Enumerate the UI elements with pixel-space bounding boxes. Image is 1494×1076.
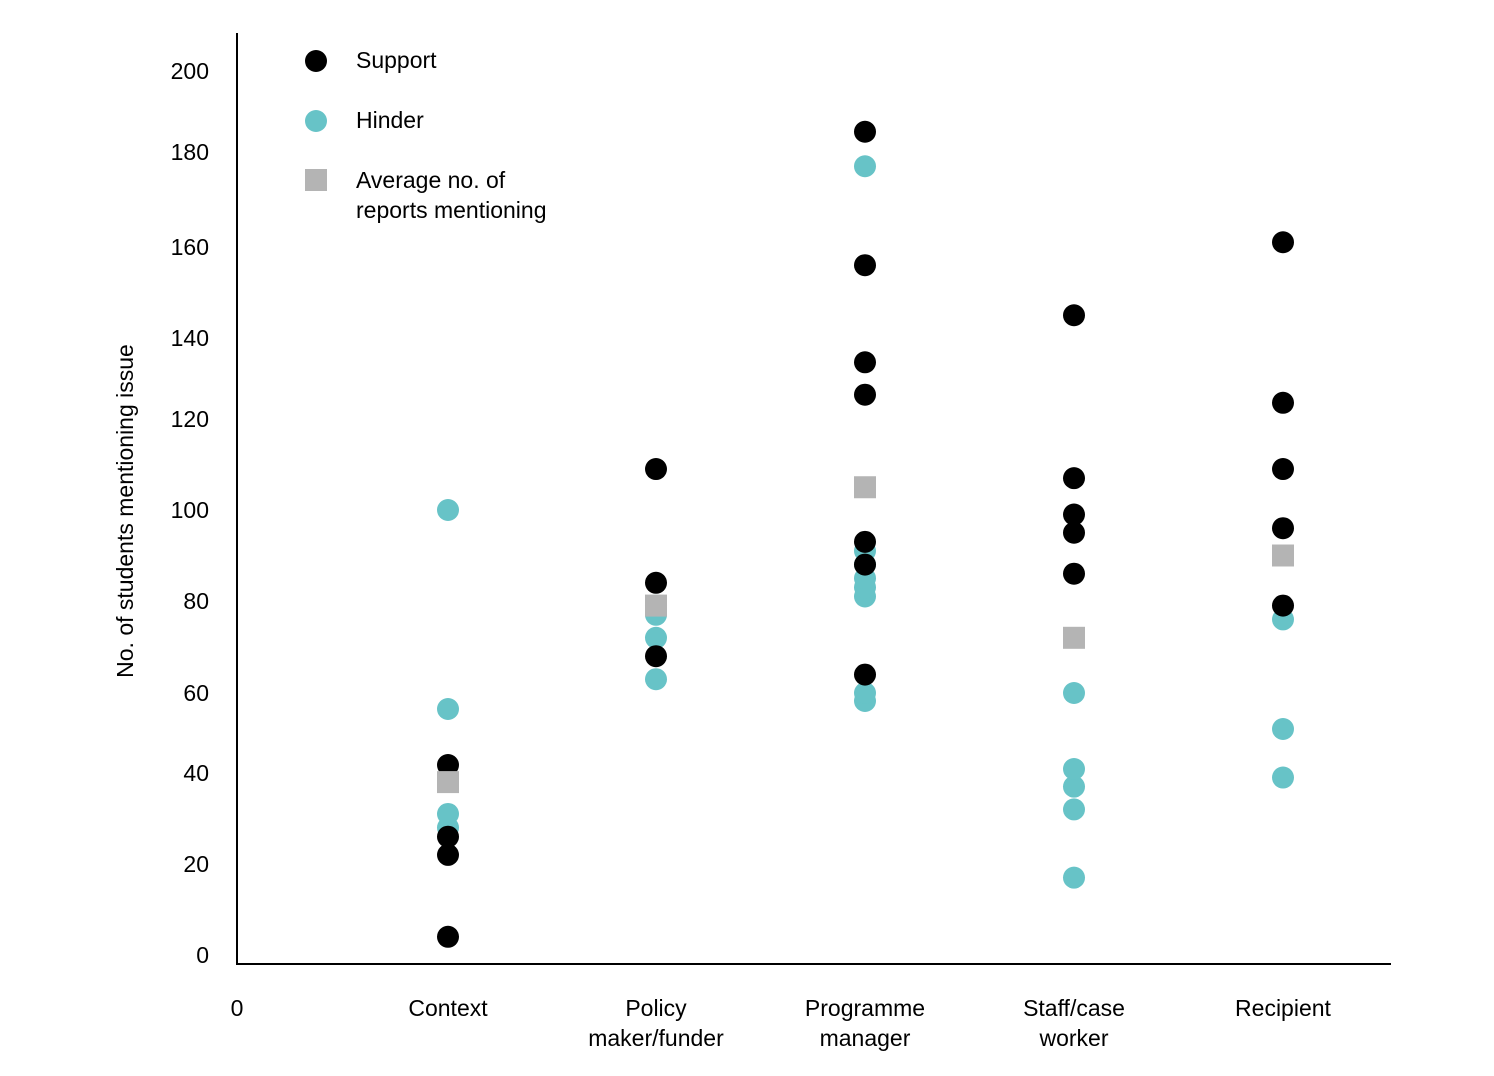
hinder-point [645,668,667,691]
x-category-label: Programme [805,995,925,1021]
support-point [645,458,667,481]
hinder-point [1063,758,1085,780]
support-point [854,254,876,277]
hinder-point [437,499,459,521]
hinder-point [437,698,459,720]
x-category-label: worker [1038,1025,1108,1051]
y-tick-label: 80 [183,588,209,614]
hinder-point [645,626,667,649]
average-marker [645,594,667,617]
support-point [1063,521,1085,544]
support-point [854,351,876,374]
y-tick-label: 0 [196,942,209,968]
x-category-label: Policy [625,995,687,1021]
y-tick-label: 160 [171,234,209,260]
y-tick-label: 140 [171,325,209,351]
hinder-point [854,682,876,704]
support-point [854,530,876,553]
y-tick-label: 40 [183,760,209,786]
y-tick-label: 60 [183,680,209,706]
hinder-point [1063,798,1085,821]
y-axis-title: No. of students mentioning issue [112,344,138,678]
hinder-point [1063,866,1085,889]
support-point [437,843,459,866]
hinder-point [1272,718,1294,740]
average-marker [1063,626,1085,649]
axes [236,33,1391,965]
hinder-point [1063,682,1085,704]
average-marker [437,771,459,794]
legend-average-marker [305,169,327,191]
support-point [437,825,459,848]
legend-hinder-label: Hinder [356,107,424,133]
x-category-label: Staff/case [1023,995,1125,1021]
x-category-label: Context [408,995,488,1021]
legend-support-label: Support [356,47,437,73]
y-tick-label: 180 [171,139,209,165]
support-point [854,120,876,143]
support-point [1272,594,1294,617]
legend-average-label: reports mentioning [356,197,547,223]
support-point [1063,467,1085,490]
legend: Support Hinder Average no. of reports menti… [305,47,547,223]
hinder-point [854,155,876,178]
data-points [437,120,1294,948]
x-origin-label: 0 [231,995,244,1021]
legend-average-label: Average no. of [356,167,506,193]
support-point [645,645,667,668]
legend-support-marker [305,50,327,72]
support-point [1272,391,1294,414]
average-marker [1272,544,1294,567]
support-point [1063,562,1085,585]
y-tick-labels: 0 20 40 60 80 100 120 140 160 180 200 [171,58,209,968]
average-marker [854,476,876,499]
hinder-point [1063,775,1085,798]
x-category-label: Recipient [1235,995,1331,1021]
support-point [1063,304,1085,327]
legend-hinder-marker [305,110,327,132]
x-category-label: maker/funder [588,1025,724,1051]
support-point [854,383,876,406]
y-tick-label: 120 [171,406,209,432]
support-point [854,553,876,576]
support-point [437,925,459,948]
hinder-point [437,802,459,825]
support-point [1272,517,1294,540]
hinder-point [1272,766,1294,789]
y-tick-label: 20 [183,851,209,877]
support-point [1063,503,1085,526]
support-point [1272,231,1294,254]
support-point [854,663,876,686]
support-point [1272,458,1294,481]
x-category-label: manager [820,1025,911,1051]
x-category-labels: Context Policy maker/funder Programme manage… [408,995,1331,1051]
support-point [437,754,459,776]
y-tick-label: 200 [171,58,209,84]
support-point [645,571,667,594]
y-tick-label: 100 [171,497,209,523]
